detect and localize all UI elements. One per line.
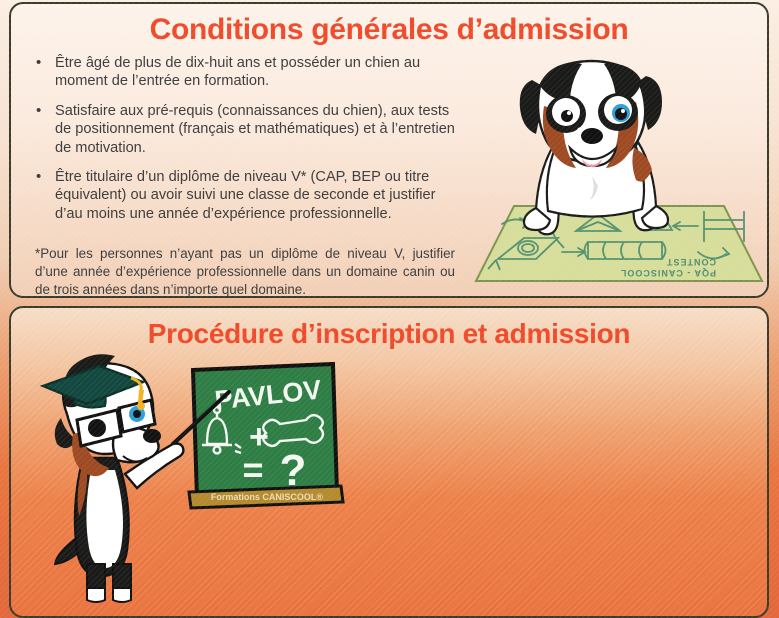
page-title: Conditions générales d’admission xyxy=(149,13,629,46)
bullet-glyph: • xyxy=(36,101,42,119)
list-item-text: Satisfaire aux pré-requis (connaissances… xyxy=(55,102,455,156)
bullet-glyph: • xyxy=(36,54,42,71)
procedure-title: Procédure d’inscription et admission xyxy=(147,318,631,349)
bell-icon xyxy=(202,405,242,455)
mat-brand-subtext: CONTEST xyxy=(666,257,716,267)
dog-tongue xyxy=(582,159,602,167)
board-equals: = xyxy=(242,449,263,490)
dog-head xyxy=(519,59,662,168)
list-item: • Satisfaire aux pré-requis (connaissanc… xyxy=(21,102,461,157)
conditions-footnote: *Pour les personnes n’ayant pas un diplô… xyxy=(35,246,455,298)
conditions-panel: Conditions générales d’admission xyxy=(9,2,769,298)
dog-nose xyxy=(581,128,603,144)
list-item: • Être âgé de plus de dix-huit ans et po… xyxy=(21,54,461,91)
blackboard: PAVLOV + = ? Format xyxy=(187,361,345,510)
glasses-icon xyxy=(75,398,157,448)
list-item: • Être titulaire d’un diplôme de niveau … xyxy=(21,168,461,223)
list-item-text: Être titulaire d’un diplôme de niveau V*… xyxy=(55,168,436,222)
dark-eye xyxy=(561,110,573,122)
tassel-cord xyxy=(130,376,143,391)
mat-brand-text: PQA - CANISCOOL xyxy=(620,268,716,278)
pointer-stick xyxy=(171,390,231,446)
agility-plan-mat: PQA - CANISCOOL CONTEST xyxy=(474,205,764,282)
list-item-text: Être âgé de plus de dix-huit ans et poss… xyxy=(55,55,421,90)
dog-with-agility-plan-illustration: PQA - CANISCOOL CONTEST xyxy=(466,56,766,296)
conditions-bullet-list: • Être âgé de plus de dix-huit ans et po… xyxy=(21,54,461,234)
professor-dog xyxy=(39,354,185,603)
procedure-panel: Procédure d’inscription et admission PAV… xyxy=(9,306,769,618)
ledge-brand-text: Formations CANISCOOL® xyxy=(211,492,324,502)
graduation-cap-icon xyxy=(39,364,147,410)
tassel xyxy=(138,390,144,404)
professor-dog-nose xyxy=(143,429,161,443)
bullet-glyph: • xyxy=(36,167,42,185)
bone-icon xyxy=(262,413,325,448)
professor-dog-blackboard-illustration: PAVLOV + = ? Format xyxy=(21,352,371,610)
